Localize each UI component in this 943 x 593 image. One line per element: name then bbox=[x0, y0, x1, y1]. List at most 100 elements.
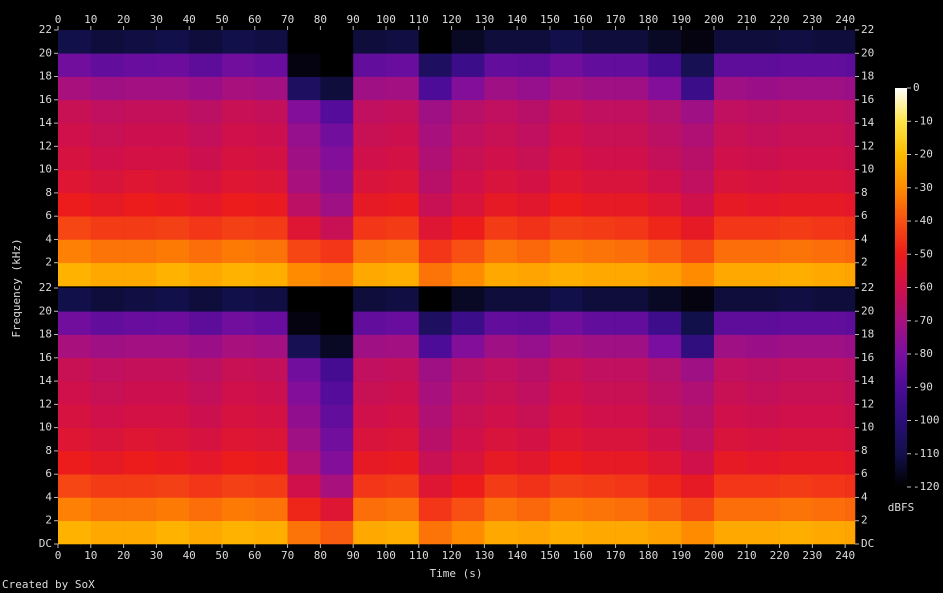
y-tick-label: 10 bbox=[861, 421, 874, 434]
spectrogram-cell bbox=[123, 30, 157, 54]
spectrogram-cell bbox=[353, 450, 387, 475]
y-tick-label: 4 bbox=[45, 490, 52, 503]
spectrogram-cell bbox=[713, 520, 748, 545]
spectrogram-cell bbox=[189, 239, 223, 264]
spectrogram-cell bbox=[320, 427, 354, 452]
spectrogram-cell bbox=[123, 497, 157, 522]
spectrogram-cell bbox=[713, 288, 748, 312]
spectrogram-cell bbox=[812, 76, 846, 101]
spectrogram-cell bbox=[221, 146, 256, 170]
spectrogram-cell bbox=[320, 53, 354, 77]
spectrogram-cell bbox=[746, 357, 780, 382]
spectrogram-cell bbox=[746, 474, 780, 498]
y-tick-label: 14 bbox=[39, 374, 53, 387]
spectrogram-cell bbox=[713, 311, 748, 335]
y-tick-label: 18 bbox=[39, 70, 52, 83]
spectrogram-cell bbox=[746, 53, 780, 77]
spectrogram-cell bbox=[779, 216, 813, 240]
spectrogram-cell bbox=[58, 311, 92, 335]
y-tick-label: 22 bbox=[861, 23, 874, 36]
y-axis-label: Frequency (kHz) bbox=[10, 238, 23, 337]
spectrogram-cell bbox=[287, 520, 321, 545]
colorbar-tick-label: -90 bbox=[913, 380, 933, 393]
spectrogram-cell bbox=[615, 169, 649, 194]
spectrogram-cell bbox=[582, 30, 616, 54]
spectrogram-cell bbox=[156, 497, 190, 522]
spectrogram-cell bbox=[156, 192, 190, 217]
spectrogram-cell bbox=[451, 334, 485, 359]
spectrogram-cell bbox=[582, 404, 616, 428]
spectrogram-cell bbox=[156, 30, 190, 54]
spectrogram-cell bbox=[189, 311, 223, 335]
spectrogram-cell bbox=[156, 404, 190, 428]
spectrogram-cell bbox=[779, 192, 813, 217]
x-tick-label: 180 bbox=[638, 13, 658, 26]
y-tick-label: 12 bbox=[39, 139, 52, 152]
spectrogram-cell bbox=[320, 239, 354, 264]
spectrogram-cell bbox=[517, 497, 551, 522]
y-tick-label: 20 bbox=[39, 46, 52, 59]
spectrogram-cell bbox=[385, 53, 420, 77]
y-tick-label: 10 bbox=[39, 163, 52, 176]
spectrogram-cell bbox=[615, 357, 649, 382]
spectrogram-cell bbox=[615, 53, 649, 77]
spectrogram-cell bbox=[517, 169, 551, 194]
spectrogram-cell bbox=[320, 146, 354, 170]
y-tick-label: 2 bbox=[861, 256, 868, 269]
spectrogram-cell bbox=[582, 216, 616, 240]
spectrogram-cell bbox=[123, 334, 157, 359]
spectrogram-cell bbox=[779, 123, 813, 147]
y-tick-label: 4 bbox=[45, 232, 52, 245]
spectrogram-cell bbox=[484, 262, 518, 287]
spectrogram-cell bbox=[582, 262, 616, 287]
spectrogram-cell bbox=[90, 404, 124, 428]
colorbar-tick-label: -110 bbox=[913, 447, 940, 460]
spectrogram-cell bbox=[451, 381, 485, 405]
spectrogram-cell bbox=[845, 404, 856, 428]
spectrogram-cell bbox=[156, 311, 190, 335]
spectrogram-cell bbox=[779, 239, 813, 264]
spectrogram-cell bbox=[254, 404, 288, 428]
spectrogram-cell bbox=[517, 99, 551, 124]
spectrogram-cell bbox=[517, 123, 551, 147]
spectrogram-cell bbox=[779, 450, 813, 475]
spectrogram-cell bbox=[484, 169, 518, 194]
spectrogram-cell bbox=[549, 192, 584, 217]
spectrogram-cell bbox=[484, 474, 518, 498]
spectrogram-cell bbox=[812, 30, 846, 54]
spectrogram-cell bbox=[845, 450, 856, 475]
y-tick-label: 10 bbox=[39, 421, 52, 434]
spectrogram-cell bbox=[484, 288, 518, 312]
spectrogram-cell bbox=[254, 216, 288, 240]
spectrogram-cell bbox=[648, 76, 682, 101]
spectrogram-cell bbox=[189, 123, 223, 147]
y-tick-label: DC bbox=[861, 537, 874, 550]
spectrogram-cell bbox=[123, 288, 157, 312]
x-tick-label: 0 bbox=[55, 13, 62, 26]
spectrogram-cell bbox=[582, 239, 616, 264]
x-tick-label: 40 bbox=[183, 13, 196, 26]
spectrogram-cell bbox=[517, 404, 551, 428]
spectrogram-cell bbox=[123, 99, 157, 124]
spectrogram-cell bbox=[287, 30, 321, 54]
spectrogram-cell bbox=[582, 311, 616, 335]
spectrogram-cell bbox=[385, 288, 420, 312]
colorbar-tick-label: -20 bbox=[913, 148, 933, 161]
spectrogram-cell bbox=[615, 404, 649, 428]
spectrogram-cell bbox=[549, 76, 584, 101]
spectrogram-cell bbox=[615, 520, 649, 545]
x-tick-label: 170 bbox=[606, 549, 626, 562]
spectrogram-cell bbox=[418, 404, 452, 428]
spectrogram-cell bbox=[353, 76, 387, 101]
spectrogram-cell bbox=[615, 474, 649, 498]
spectrogram-cell bbox=[451, 520, 485, 545]
spectrogram-cell bbox=[845, 76, 856, 101]
spectrogram-cell bbox=[648, 404, 682, 428]
spectrogram-cell bbox=[779, 311, 813, 335]
spectrogram-cell bbox=[90, 123, 124, 147]
spectrogram-cell bbox=[713, 497, 748, 522]
spectrogram-cell bbox=[615, 311, 649, 335]
x-tick-label: 0 bbox=[55, 549, 62, 562]
x-tick-label: 120 bbox=[442, 13, 462, 26]
spectrogram-cell bbox=[353, 334, 387, 359]
